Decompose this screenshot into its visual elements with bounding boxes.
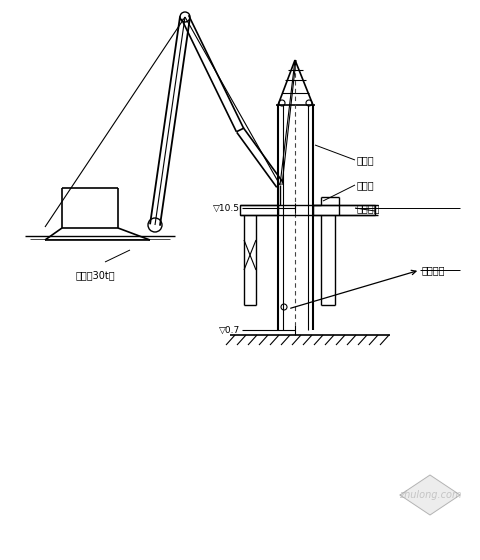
Bar [240,205,278,215]
Text: zhulong.com: zhulong.com [399,490,461,500]
Text: 导向架: 导向架 [357,180,374,190]
Polygon shape [400,475,460,515]
Bar [313,205,375,215]
Text: 施工平台: 施工平台 [357,203,381,213]
Text: ▽10.5: ▽10.5 [213,203,240,212]
Text: 振引锤系: 振引锤系 [422,265,445,275]
Text: ▽0.7: ▽0.7 [219,325,240,334]
Text: 浮吊（30t）: 浮吊（30t） [75,270,115,280]
Text: 钢护筒: 钢护筒 [357,155,374,165]
